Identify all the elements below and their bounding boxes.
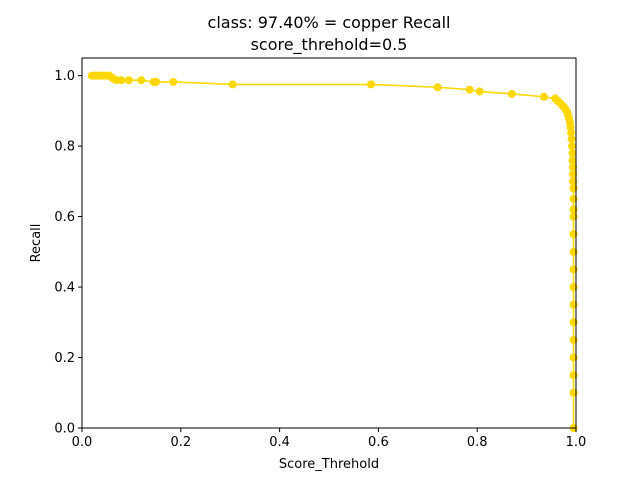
data-point	[568, 156, 577, 165]
data-point	[568, 142, 577, 151]
y-tick-label: 0.4	[54, 281, 75, 296]
data-point	[569, 170, 578, 179]
y-tick-label: 0.8	[54, 140, 75, 155]
plot-frame	[81, 57, 577, 429]
x-axis-label: Score_Threhold	[279, 457, 379, 472]
chart-subtitle: score_threhold=0.5	[251, 35, 408, 55]
x-tick-label: 1.0	[566, 435, 587, 450]
data-point	[228, 80, 237, 89]
y-tick-label: 1.0	[54, 69, 75, 84]
y-axis-ticks: 0.0 0.2 0.4 0.6 0.8 1.0	[54, 69, 82, 437]
chart-title: class: 97.40% = copper Recall	[208, 13, 451, 32]
data-point	[507, 89, 516, 98]
data-point	[117, 76, 126, 85]
y-axis-label: Recall	[29, 224, 44, 263]
data-point	[475, 87, 484, 96]
x-axis-ticks: 0.0 0.2 0.4 0.6 0.8 1.0	[72, 428, 587, 450]
data-point	[169, 77, 178, 86]
data-point	[137, 76, 146, 85]
data-point	[569, 163, 578, 172]
data-point	[568, 149, 577, 158]
y-tick-label: 0.2	[54, 351, 75, 366]
data-point	[366, 80, 375, 89]
data-point	[124, 76, 133, 85]
x-tick-label: 0.2	[170, 435, 191, 450]
x-tick-label: 0.6	[368, 435, 389, 450]
data-point	[539, 92, 548, 101]
data-point	[569, 177, 578, 186]
x-tick-label: 0.0	[72, 435, 93, 450]
data-point	[567, 135, 576, 144]
data-point	[152, 77, 161, 86]
x-tick-label: 0.8	[467, 435, 488, 450]
y-tick-label: 0.6	[54, 210, 75, 225]
data-point	[567, 128, 576, 137]
data-point	[465, 85, 474, 94]
x-tick-label: 0.4	[269, 435, 290, 450]
y-tick-label: 0.0	[54, 422, 75, 437]
plot-marks	[87, 71, 578, 432]
data-point	[433, 83, 442, 92]
